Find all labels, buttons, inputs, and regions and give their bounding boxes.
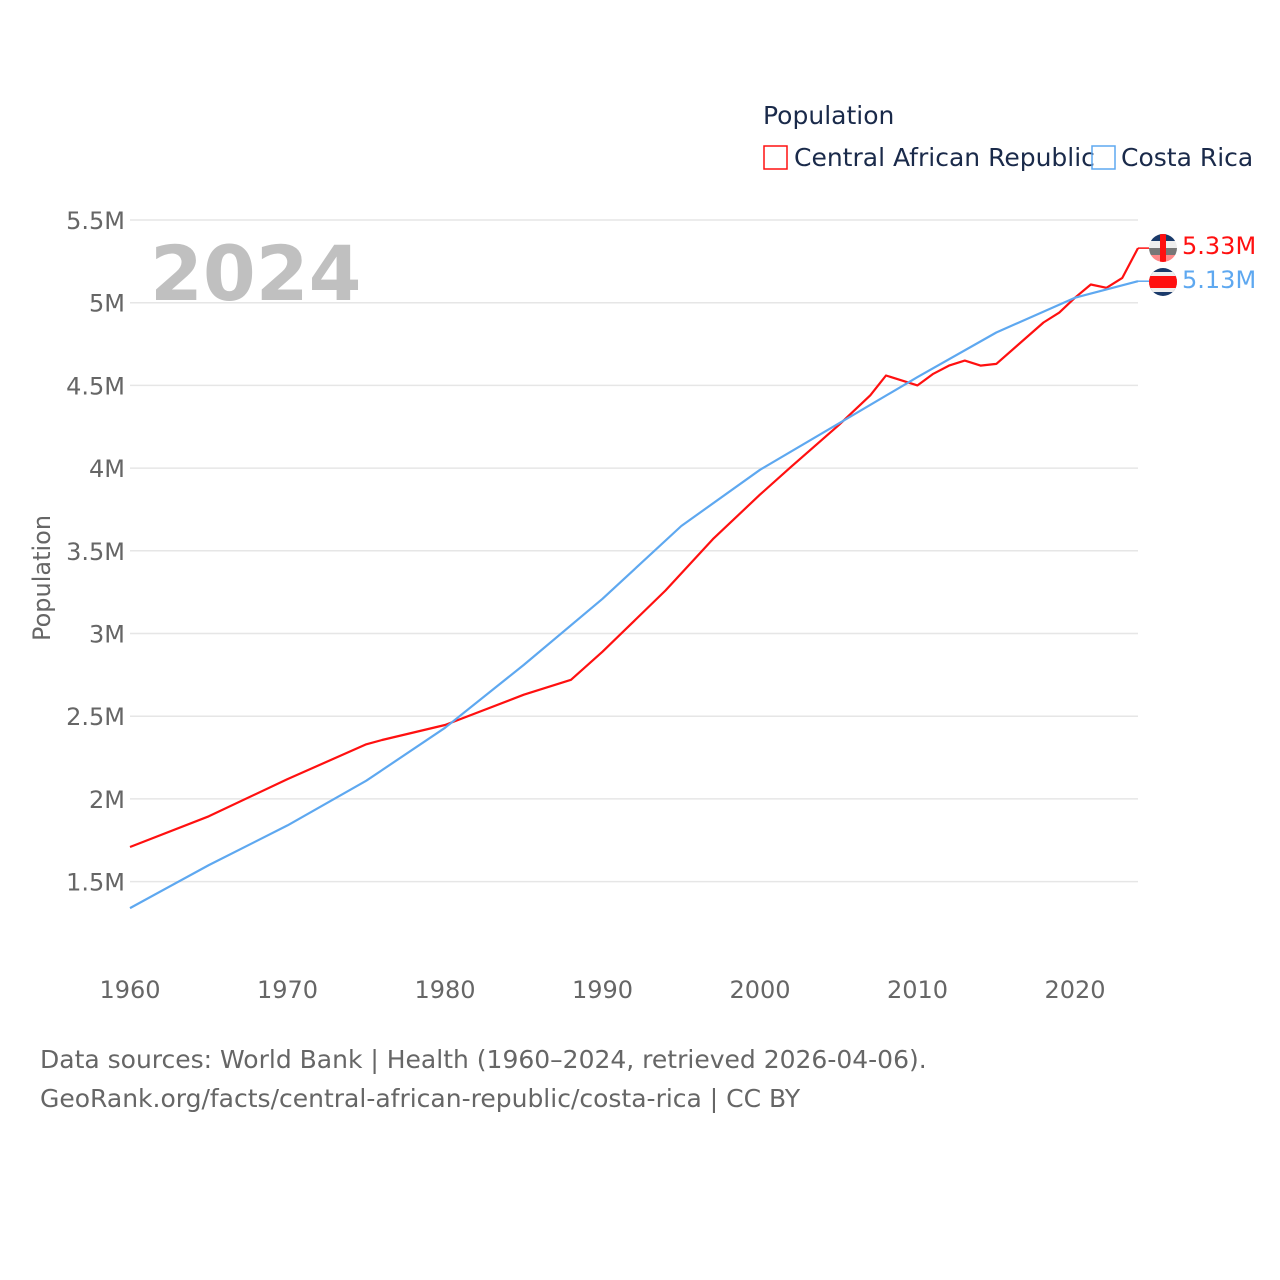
y-tick-label: 4M [89,455,125,483]
y-axis-label: Population [28,515,56,641]
end-label-costa-rica: 5.13M [1182,266,1256,294]
x-tick-label: 1980 [414,976,475,1004]
x-tick-label: 2020 [1044,976,1105,1004]
series-line-1[interactable] [129,280,1139,910]
end-label-car: 5.33M [1182,232,1256,260]
y-tick-label: 2M [89,786,125,814]
legend-label-car[interactable]: Central African Republic [794,143,1095,172]
x-tick-label: 1960 [99,976,160,1004]
flag-costa-rica-icon [1149,268,1177,296]
x-tick-label: 1990 [572,976,633,1004]
y-tick-label: 2.5M [66,703,125,731]
series-line-0[interactable] [129,247,1139,849]
y-tick-label: 3M [89,621,125,649]
y-tick-label: 1.5M [66,869,125,897]
legend-swatch-costa-rica[interactable] [1091,145,1116,170]
year-label: 2024 [150,229,362,318]
flag-car-icon [1149,234,1177,262]
y-tick-label: 4.5M [66,372,125,400]
x-tick-label: 2010 [887,976,948,1004]
y-tick-label: 5M [89,290,125,318]
data-source-text: Data sources: World Bank | Health (1960–… [40,1045,927,1074]
legend-swatch-car[interactable] [763,145,788,170]
y-tick-label: 5.5M [66,207,125,235]
legend-label-costa-rica[interactable]: Costa Rica [1121,143,1253,172]
source-url-link[interactable]: GeoRank.org/facts/central-african-republ… [40,1084,801,1113]
x-tick-label: 2000 [729,976,790,1004]
x-tick-label: 1970 [257,976,318,1004]
y-tick-label: 3.5M [66,538,125,566]
legend-title: Population [763,101,894,130]
